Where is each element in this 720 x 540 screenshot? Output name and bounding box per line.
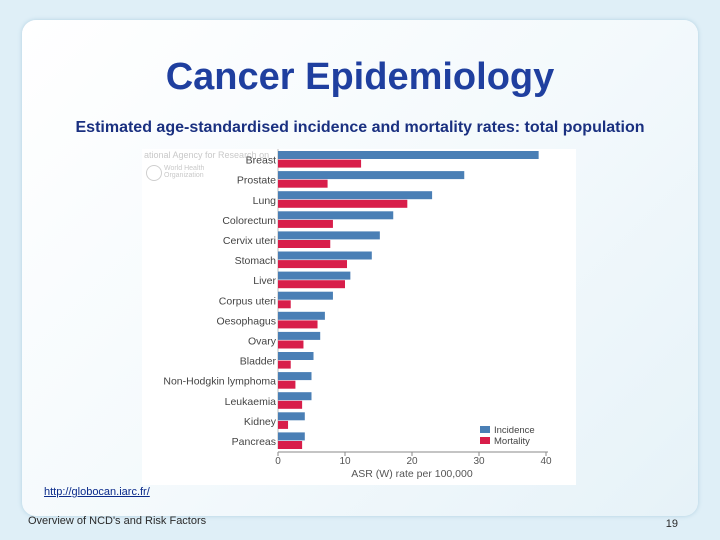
- legend-label-incidence: Incidence: [494, 425, 535, 436]
- category-label: Cervix uteri: [223, 235, 276, 247]
- bar-incidence-breast: [278, 151, 539, 159]
- category-label: Liver: [253, 275, 276, 287]
- chart-panel: ational Agency for Research on World Hea…: [142, 149, 576, 485]
- legend-swatch-incidence: [480, 426, 490, 433]
- bar-mortality-prostate: [278, 179, 328, 188]
- bar-incidence-non-hodgkin-lymphoma: [278, 372, 312, 381]
- bar-incidence-leukaemia: [278, 392, 312, 401]
- slide-subtitle: Estimated age-standardised incidence and…: [75, 119, 645, 136]
- who-watermark: World Health Organization: [164, 165, 205, 179]
- category-label: Corpus uteri: [219, 295, 276, 307]
- bar-incidence-ovary: [278, 331, 321, 340]
- category-label: Colorectum: [222, 215, 276, 227]
- bar-incidence-kidney: [278, 412, 305, 421]
- bar-incidence-cervix-uteri: [278, 231, 380, 240]
- globocan-link[interactable]: http://globocan.iarc.fr/: [44, 486, 150, 498]
- category-label: Oesophagus: [216, 315, 276, 327]
- bar-mortality-breast: [278, 159, 362, 168]
- bar-mortality-kidney: [278, 420, 289, 429]
- category-label: Pancreas: [232, 436, 276, 448]
- category-label: Ovary: [248, 336, 277, 348]
- bar-mortality-pancreas: [278, 441, 303, 449]
- bar-incidence-corpus-uteri: [278, 291, 333, 300]
- bar-mortality-bladder: [278, 360, 291, 369]
- bar-incidence-bladder: [278, 352, 314, 360]
- x-axis-label: ASR (W) rate per 100,000: [351, 468, 473, 480]
- bar-incidence-colorectum: [278, 211, 394, 220]
- legend-swatch-mortality: [480, 437, 490, 444]
- category-label: Leukaemia: [225, 396, 277, 408]
- bar-incidence-prostate: [278, 171, 465, 180]
- bar-chart: Breast Prostate Lung Colorectum Cervix uteri…: [163, 149, 552, 480]
- who-logo-icon: [146, 165, 162, 181]
- legend-label-mortality: Mortality: [494, 436, 530, 447]
- category-label: Prostate: [237, 175, 276, 187]
- category-label: Kidney: [244, 416, 277, 428]
- bar-mortality-stomach: [278, 260, 348, 269]
- x-tick-label: 0: [275, 456, 281, 467]
- bar-incidence-oesophagus: [278, 311, 325, 320]
- x-tick-label: 10: [339, 456, 351, 467]
- category-label: Bladder: [240, 356, 277, 368]
- bar-incidence-lung: [278, 191, 433, 200]
- footer-text: Overview of NCD's and Risk Factors: [28, 515, 207, 527]
- category-label: Stomach: [235, 255, 277, 267]
- x-tick-label: 20: [406, 456, 418, 467]
- bar-mortality-corpus-uteri: [278, 300, 291, 309]
- category-label: Non-Hodgkin lymphoma: [163, 376, 276, 388]
- bar-mortality-cervix-uteri: [278, 240, 331, 248]
- slide-title: Cancer Epidemiology: [165, 56, 555, 98]
- bar-mortality-ovary: [278, 340, 304, 349]
- bar-mortality-liver: [278, 280, 345, 289]
- bar-mortality-leukaemia: [278, 400, 303, 409]
- agency-watermark: ational Agency for Research on: [144, 150, 270, 160]
- x-tick-label: 40: [540, 456, 552, 467]
- page-number: 19: [665, 518, 678, 530]
- bar-incidence-liver: [278, 271, 351, 280]
- bar-incidence-pancreas: [278, 432, 305, 441]
- category-label: Lung: [253, 195, 277, 207]
- category-label: Breast: [246, 155, 276, 167]
- bar-mortality-non-hodgkin-lymphoma: [278, 380, 296, 389]
- bar-mortality-colorectum: [278, 219, 333, 228]
- bar-incidence-stomach: [278, 251, 372, 260]
- x-tick-label: 30: [473, 456, 485, 467]
- bar-mortality-oesophagus: [278, 320, 318, 329]
- bar-mortality-lung: [278, 199, 408, 208]
